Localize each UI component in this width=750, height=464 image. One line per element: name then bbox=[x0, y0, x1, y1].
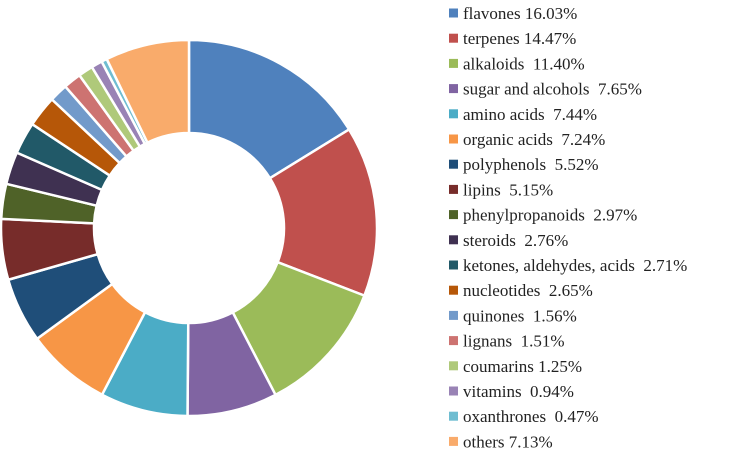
legend-label: amino acids 7.44% bbox=[463, 105, 597, 124]
legend-item: alkaloids 11.40% bbox=[449, 54, 585, 73]
legend-label: vitamins 0.94% bbox=[463, 382, 574, 401]
legend-item: lipins 5.15% bbox=[449, 180, 553, 199]
legend-label: alkaloids 11.40% bbox=[463, 54, 585, 73]
legend-item: lignans 1.51% bbox=[449, 332, 565, 351]
legend-swatch bbox=[449, 411, 458, 421]
legend-item: phenylpropanoids 2.97% bbox=[449, 206, 637, 225]
legend-label: nucleotides 2.65% bbox=[463, 281, 593, 300]
legend-swatch bbox=[449, 336, 458, 346]
donut-slice bbox=[187, 38, 351, 180]
donut-slice bbox=[268, 128, 379, 297]
legend-label: steroids 2.76% bbox=[463, 231, 568, 250]
legend-swatch bbox=[449, 260, 458, 270]
legend-label: others 7.13% bbox=[463, 432, 553, 451]
legend-item: ketones, aldehydes, acids 2.71% bbox=[449, 256, 687, 275]
legend-item: organic acids 7.24% bbox=[449, 130, 605, 149]
legend-swatch bbox=[449, 159, 458, 169]
legend-label: oxanthrones 0.47% bbox=[463, 407, 599, 426]
legend-item: nucleotides 2.65% bbox=[449, 281, 593, 300]
legend-swatch bbox=[449, 58, 458, 68]
legend-swatch bbox=[449, 386, 458, 396]
legend-swatch bbox=[449, 361, 458, 371]
legend-item: oxanthrones 0.47% bbox=[449, 407, 599, 426]
legend-swatch bbox=[449, 134, 458, 144]
legend-swatch bbox=[449, 184, 458, 194]
legend-item: flavones 16.03% bbox=[449, 4, 577, 23]
legend-item: sugar and alcohols 7.65% bbox=[449, 80, 642, 99]
legend-label: ketones, aldehydes, acids 2.71% bbox=[463, 256, 687, 275]
legend-label: phenylpropanoids 2.97% bbox=[463, 206, 637, 225]
legend-item: vitamins 0.94% bbox=[449, 382, 574, 401]
legend-swatch bbox=[449, 235, 458, 245]
legend-item: steroids 2.76% bbox=[449, 231, 568, 250]
legend-label: lignans 1.51% bbox=[463, 332, 565, 351]
legend-item: polyphenols 5.52% bbox=[449, 155, 599, 174]
legend-label: polyphenols 5.52% bbox=[463, 155, 599, 174]
legend-label: coumarins 1.25% bbox=[463, 357, 582, 376]
donut-slices bbox=[0, 38, 379, 418]
legend-label: sugar and alcohols 7.65% bbox=[463, 80, 642, 99]
legend-swatch bbox=[449, 285, 458, 295]
legend-item: quinones 1.56% bbox=[449, 306, 577, 325]
legend-swatch bbox=[449, 210, 458, 220]
legend: flavones 16.03% terpenes 14.47% alkaloids … bbox=[449, 4, 687, 451]
legend-label: terpenes 14.47% bbox=[463, 29, 576, 48]
legend-label: quinones 1.56% bbox=[463, 306, 577, 325]
legend-swatch bbox=[449, 8, 458, 18]
legend-item: others 7.13% bbox=[449, 432, 553, 451]
legend-item: terpenes 14.47% bbox=[449, 29, 576, 48]
legend-label: flavones 16.03% bbox=[463, 4, 577, 23]
legend-swatch bbox=[449, 84, 458, 94]
legend-item: coumarins 1.25% bbox=[449, 357, 582, 376]
legend-item: amino acids 7.44% bbox=[449, 105, 597, 124]
legend-swatch bbox=[449, 310, 458, 320]
donut-slice bbox=[105, 38, 191, 144]
legend-swatch bbox=[449, 33, 458, 43]
legend-label: organic acids 7.24% bbox=[463, 130, 605, 149]
legend-label: lipins 5.15% bbox=[463, 180, 553, 199]
legend-swatch bbox=[449, 109, 458, 119]
legend-swatch bbox=[449, 436, 458, 446]
